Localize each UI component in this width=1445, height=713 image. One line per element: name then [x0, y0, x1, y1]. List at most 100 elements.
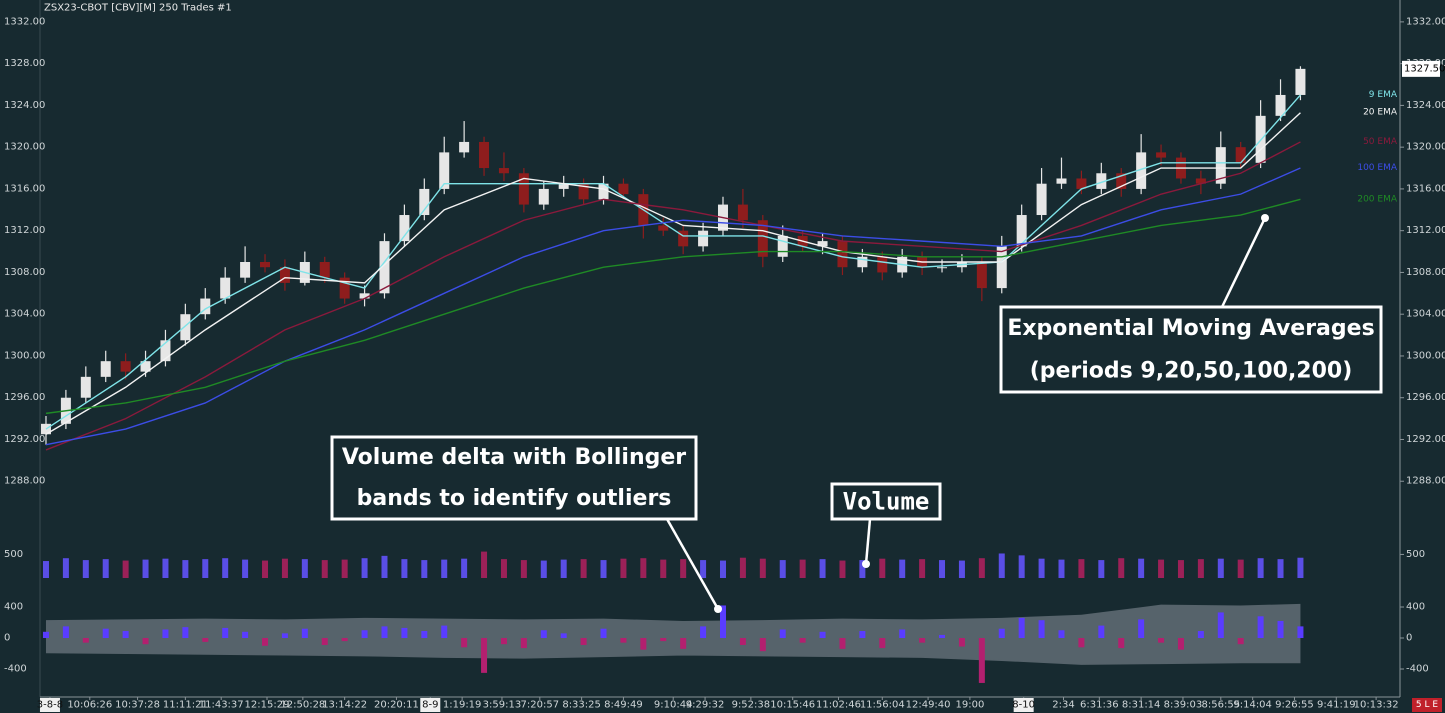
volume-bar	[939, 560, 946, 578]
x-tick-label: 9:26:55	[1275, 700, 1314, 711]
y-tick-label: 1312.00	[4, 225, 45, 236]
volume-bar	[958, 560, 965, 578]
candle-body	[140, 361, 151, 372]
legend-label: 100 EMA	[1357, 163, 1397, 173]
candle-body	[678, 230, 689, 247]
volume-bar	[461, 558, 468, 578]
delta-bar	[1277, 620, 1284, 638]
volume-bar	[919, 559, 926, 578]
delta-bar	[700, 626, 707, 638]
candle-body	[737, 204, 748, 221]
candle-body	[339, 277, 350, 299]
delta-bar	[361, 630, 368, 638]
last-price-label: 1327.50	[1404, 63, 1445, 74]
volume-bar	[42, 561, 49, 578]
annotation: Volume delta with Bollinger	[342, 445, 686, 470]
x-tick-label: 20:20:11	[374, 700, 419, 711]
delta-bar	[401, 627, 408, 638]
delta-bar	[1177, 638, 1184, 650]
candle-body	[598, 183, 609, 200]
candle-body	[359, 293, 370, 299]
delta-bar	[520, 638, 527, 649]
delta-bar	[321, 638, 328, 645]
x-tick-label: 9:52:38	[732, 700, 771, 711]
volume-bar	[421, 560, 428, 578]
volume-bar	[341, 559, 348, 578]
candle-body	[180, 314, 191, 341]
candle-body	[817, 241, 828, 247]
volume-bar	[600, 560, 607, 578]
x-tick-label: 10:15:46	[770, 700, 815, 711]
last-price-box	[1402, 60, 1440, 77]
candle-body	[80, 376, 91, 398]
delta-bar	[1118, 638, 1125, 649]
volume-bar	[500, 559, 507, 578]
volume-bar	[799, 559, 806, 578]
x-tick-label: 12:49:40	[906, 700, 951, 711]
delta-bar	[939, 634, 946, 638]
volume-bar	[321, 560, 328, 578]
x-tick-label: 8-10	[1012, 700, 1035, 711]
x-tick-label: 9:14:04	[1233, 700, 1272, 711]
candle-body	[857, 256, 868, 268]
delta-bar	[262, 638, 269, 646]
ema-line	[45, 94, 1301, 430]
candle-body	[1235, 147, 1246, 163]
candle-body	[1116, 173, 1127, 189]
delta-bar	[1237, 638, 1244, 645]
y-tick-label: 1300.00	[4, 350, 45, 361]
callout-box	[330, 435, 698, 521]
delta-bar	[1217, 612, 1224, 638]
volume-bar	[62, 558, 69, 578]
candle-body	[260, 262, 271, 268]
volume-bar	[1158, 559, 1165, 578]
y-tick-label: 1296.00	[4, 392, 45, 403]
y-tick-label: 1292.00	[1406, 434, 1445, 445]
delta-bar	[978, 638, 985, 683]
volume-bar	[680, 559, 687, 578]
delta-bar	[1038, 620, 1045, 638]
volume-bar	[182, 560, 189, 578]
delta-bar	[899, 629, 906, 638]
ema-line	[45, 112, 1301, 435]
candle-body	[937, 267, 948, 269]
volume-bar	[859, 560, 866, 578]
status-label: 5 L E	[1416, 700, 1438, 710]
delta-bar	[242, 631, 249, 638]
x-tick-label: 9:29:32	[686, 700, 725, 711]
candle-body	[1156, 152, 1167, 158]
delta-bar	[341, 638, 348, 642]
candle-body	[100, 361, 111, 377]
candle-body	[698, 230, 709, 247]
delta-bar	[381, 626, 388, 638]
volume-bar	[82, 560, 89, 578]
candle-body	[658, 225, 669, 231]
delta-bar	[82, 638, 89, 643]
volume-bar	[441, 559, 448, 578]
volume-bar	[640, 558, 647, 578]
x-tick-label: 9:10:44	[654, 700, 693, 711]
delta-bar	[859, 631, 866, 638]
x-tick-label: 10:37:28	[115, 700, 160, 711]
x-tick-label: 10:06:26	[67, 700, 112, 711]
candle-body	[618, 183, 629, 195]
y-tick-label: 1304.00	[1406, 309, 1445, 320]
candle-body	[160, 340, 171, 362]
delta-bar	[1158, 638, 1165, 643]
volume-bar	[162, 558, 169, 578]
volume-bar	[122, 560, 129, 578]
x-tick-label: 3-8-8	[37, 700, 63, 711]
volume-bar	[560, 559, 567, 578]
volume-bar	[819, 559, 826, 578]
y-tick-label: 1308.00	[1406, 267, 1445, 278]
x-tick-label: 19:00	[955, 700, 984, 711]
x-tick-label: 13:14:22	[322, 700, 367, 711]
y-tick-label: 1332.00	[1406, 16, 1445, 27]
delta-bar	[142, 638, 149, 645]
volume-bar	[301, 559, 308, 578]
volume-bar	[759, 558, 766, 578]
volume-bar	[1098, 560, 1105, 578]
candle-body	[319, 262, 330, 278]
x-tick-label: 8-9	[422, 700, 438, 711]
volume-bar	[1197, 559, 1204, 578]
